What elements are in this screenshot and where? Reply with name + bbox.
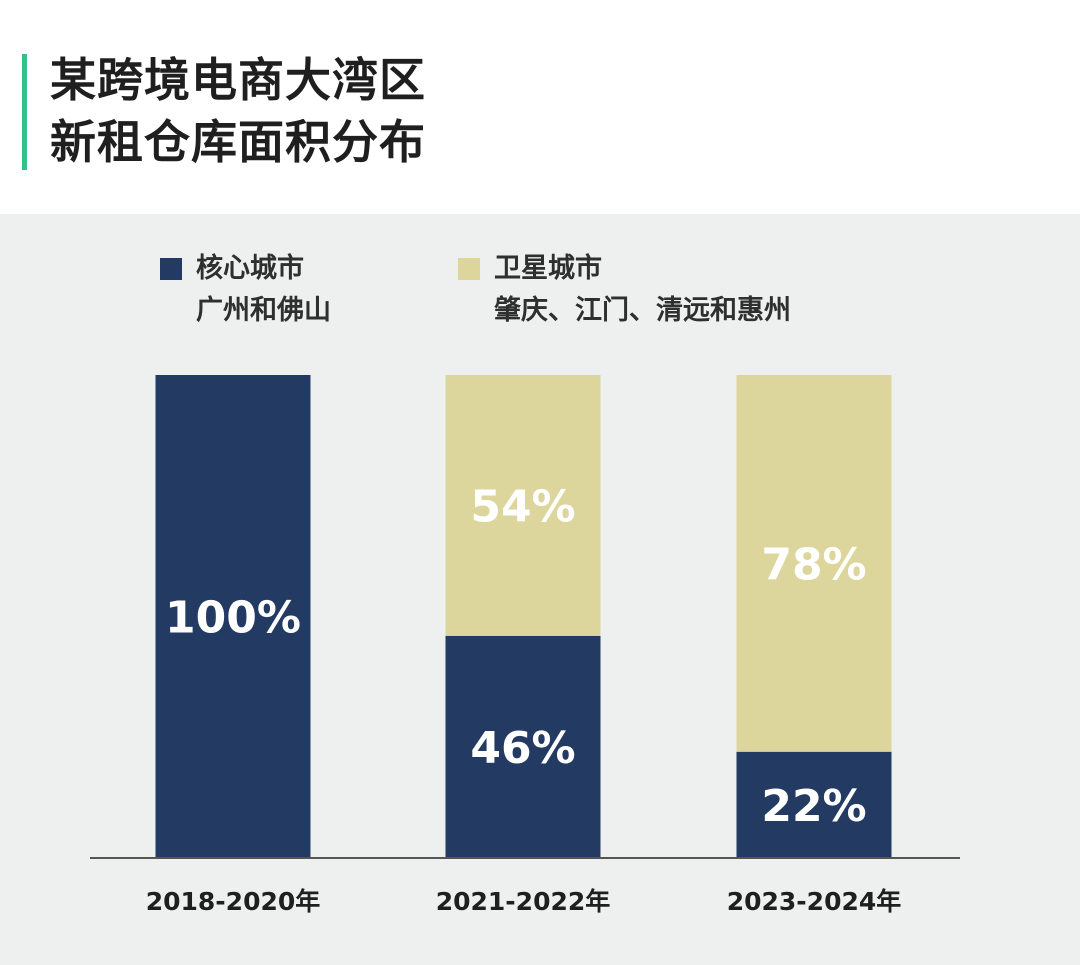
- bar-satellite-2: [445, 375, 601, 636]
- data-label-satellite-2: 54%: [470, 481, 575, 532]
- legend-detail-core: 广州和佛山: [196, 295, 331, 326]
- bar-core-2: [445, 635, 601, 858]
- x-tick-label-1: 2018-2020年: [146, 887, 321, 916]
- x-tick-label-3: 2023-2024年: [727, 887, 902, 916]
- data-label-core-2: 46%: [470, 723, 575, 774]
- data-label-core-1: 100%: [165, 593, 301, 644]
- title-accent-bar: [22, 54, 27, 170]
- chart-title-line-2: 新租仓库面积分布: [50, 115, 426, 169]
- bar-satellite-3: [736, 375, 892, 752]
- data-label-satellite-3: 78%: [761, 539, 866, 590]
- x-tick-label-2: 2021-2022年: [436, 887, 611, 916]
- legend-swatch-satellite: [458, 258, 480, 280]
- legend-swatch-core: [160, 258, 182, 280]
- legend-detail-satellite: 肇庆、江门、清远和惠州: [494, 295, 791, 326]
- legend-label-satellite: 卫星城市: [494, 253, 602, 284]
- bar-core-1: [155, 375, 311, 858]
- bar-core-3: [736, 751, 892, 858]
- data-label-core-3: 22%: [761, 781, 866, 832]
- chart-title-line-1: 某跨境电商大湾区: [50, 53, 426, 107]
- legend-label-core: 核心城市: [196, 253, 304, 284]
